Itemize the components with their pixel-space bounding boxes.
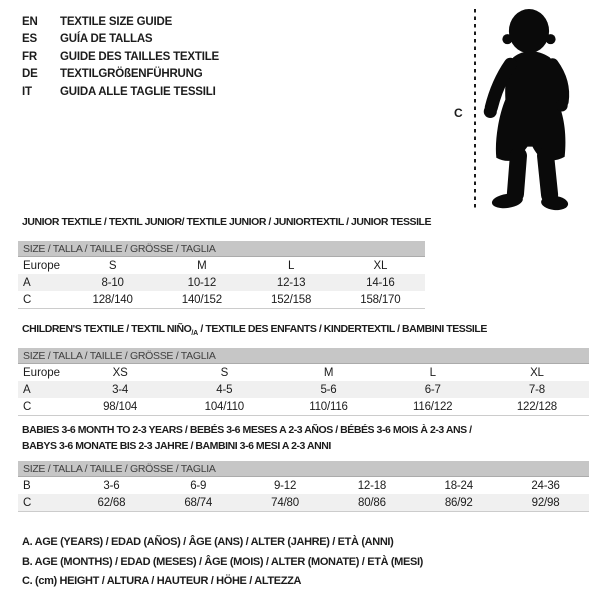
lang-code: DE xyxy=(22,68,38,81)
table-cell: 152/158 xyxy=(271,293,312,306)
table-cell: L xyxy=(288,259,295,272)
table-cell: 128/140 xyxy=(92,293,133,306)
title-text: CHILDREN'S TEXTILE / TEXTIL NIÑO xyxy=(22,323,192,335)
table-cell: 10-12 xyxy=(187,276,217,289)
legend-line-c: C. (cm) HEIGHT / ALTURA / HAUTEUR / HÖHE… xyxy=(22,575,302,587)
lang-code: EN xyxy=(22,15,38,28)
table-cell: XL xyxy=(530,366,544,379)
table-cell: S xyxy=(108,259,117,272)
table-row: A 8-10 10-12 12-13 14-16 xyxy=(18,274,425,291)
table-cell: 3-4 xyxy=(112,383,129,396)
table-header: SIZE / TALLA / TAILLE / GRÖSSE / TAGLIA xyxy=(18,241,425,257)
size-table-children: SIZE / TALLA / TAILLE / GRÖSSE / TAGLIA … xyxy=(18,348,589,416)
table-cell: 116/122 xyxy=(413,400,453,413)
lang-title: TEXTILGRÖßENFÜHRUNG xyxy=(60,68,203,81)
title-subscript: /A xyxy=(191,330,198,338)
table-cell: 92/98 xyxy=(531,496,560,509)
table-row: A 3-4 4-5 5-6 6-7 7-8 xyxy=(18,381,589,398)
table-cell: XS xyxy=(112,366,128,379)
table-cell: 8-10 xyxy=(101,276,124,289)
table-row: C 62/68 68/74 74/80 80/86 86/92 92/98 xyxy=(18,494,589,511)
table-header: SIZE / TALLA / TAILLE / GRÖSSE / TAGLIA xyxy=(18,348,589,364)
table-cell: M xyxy=(197,259,207,272)
table-cell: L xyxy=(429,366,436,379)
table-row: C 98/104 104/110 110/116 116/122 122/128 xyxy=(18,398,589,415)
table-cell: 18-24 xyxy=(444,479,474,492)
table-cell: 158/170 xyxy=(360,293,401,306)
height-label: C xyxy=(454,106,463,120)
lang-code: IT xyxy=(22,85,32,98)
table-cell: M xyxy=(323,366,334,379)
lang-title: GUÍA DE TALLAS xyxy=(60,33,153,46)
table-cell: 68/74 xyxy=(184,496,213,509)
lang-row-en: EN TEXTILE SIZE GUIDE xyxy=(22,13,219,31)
table-cell: 98/104 xyxy=(103,400,138,413)
table-cell: 4-5 xyxy=(216,383,233,396)
lang-title: GUIDA ALLE TAGLIE TESSILI xyxy=(60,85,216,98)
table-cell: 14-16 xyxy=(366,276,395,289)
table-cell: 7-8 xyxy=(528,383,545,396)
lang-row-fr: FR GUIDE DES TAILLES TEXTILE xyxy=(22,48,219,66)
table-cell: 24-36 xyxy=(531,479,560,492)
table-cell: 12-18 xyxy=(357,479,387,492)
row-label: B xyxy=(23,479,31,492)
section-title-babies: BABIES 3-6 MONTH TO 2-3 YEARS / BEBÉS 3-… xyxy=(22,423,472,454)
row-label: C xyxy=(23,293,32,306)
lang-title: TEXTILE SIZE GUIDE xyxy=(60,15,173,28)
table-cell: 9-12 xyxy=(273,479,297,492)
size-table-babies: SIZE / TALLA / TAILLE / GRÖSSE / TAGLIA … xyxy=(18,461,589,512)
table-cell: 140/152 xyxy=(181,293,222,306)
lang-code: FR xyxy=(22,50,37,63)
lang-row-it: IT GUIDA ALLE TAGLIE TESSILI xyxy=(22,83,219,101)
table-cell: 6-9 xyxy=(190,479,207,492)
row-label: C xyxy=(23,496,32,509)
lang-code: ES xyxy=(22,33,37,46)
table-cell: 122/128 xyxy=(516,400,557,413)
legend-line-b: B. AGE (MONTHS) / EDAD (MESES) / ÂGE (MO… xyxy=(22,555,423,568)
lang-title: GUIDE DES TAILLES TEXTILE xyxy=(60,50,219,63)
table-cell: 104/110 xyxy=(204,400,245,413)
lang-row-es: ES GUÍA DE TALLAS xyxy=(22,31,219,49)
table-cell: 3-6 xyxy=(103,479,120,492)
title-text: / TEXTILE DES ENFANTS / KINDERTEXTIL / B… xyxy=(197,323,487,335)
table-cell: XL xyxy=(373,259,388,272)
section-title-junior: JUNIOR TEXTILE / TEXTIL JUNIOR/ TEXTILE … xyxy=(22,216,432,228)
table-cell: 12-13 xyxy=(276,276,306,289)
table-cell: 74/80 xyxy=(271,496,299,509)
baby-silhouette xyxy=(483,9,570,211)
table-row: C 128/140 140/152 152/158 158/170 xyxy=(18,291,425,308)
size-table-junior: SIZE / TALLA / TAILLE / GRÖSSE / TAGLIA … xyxy=(18,241,425,309)
table-row: Europe S M L XL xyxy=(18,257,425,274)
table-cell: 6-7 xyxy=(424,383,441,396)
table-cell: 110/116 xyxy=(309,400,348,413)
row-label: A xyxy=(23,276,31,289)
table-row: B 3-6 6-9 9-12 12-18 18-24 24-36 xyxy=(18,477,589,494)
measurement-legend: A. AGE (YEARS) / EDAD (AÑOS) / ÂGE (ANS)… xyxy=(22,533,423,592)
title-line-1: BABIES 3-6 MONTH TO 2-3 YEARS / BEBÉS 3-… xyxy=(22,424,472,436)
table-cell: 62/68 xyxy=(97,496,126,509)
legend-line-a: A. AGE (YEARS) / EDAD (AÑOS) / ÂGE (ANS)… xyxy=(22,536,394,548)
height-dashed-line xyxy=(474,9,476,209)
language-title-list: EN TEXTILE SIZE GUIDE ES GUÍA DE TALLAS … xyxy=(22,13,219,101)
table-row: Europe XS S M L XL xyxy=(18,364,589,381)
section-title-children: CHILDREN'S TEXTILE / TEXTIL NIÑO/A / TEX… xyxy=(22,323,487,337)
row-label: Europe xyxy=(23,366,61,379)
table-cell: 5-6 xyxy=(320,383,337,396)
table-cell: 80/86 xyxy=(358,496,386,509)
table-header: SIZE / TALLA / TAILLE / GRÖSSE / TAGLIA xyxy=(18,461,589,477)
title-line-2: BABYS 3-6 MONATE BIS 2-3 JAHRE / BAMBINI… xyxy=(22,439,331,452)
table-cell: 86/92 xyxy=(444,496,473,509)
row-label: A xyxy=(23,383,31,396)
row-label: Europe xyxy=(23,259,61,272)
row-label: C xyxy=(23,400,32,413)
table-cell: S xyxy=(220,366,229,379)
lang-row-de: DE TEXTILGRÖßENFÜHRUNG xyxy=(22,66,219,84)
